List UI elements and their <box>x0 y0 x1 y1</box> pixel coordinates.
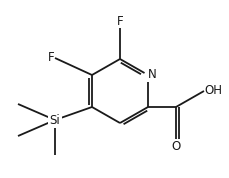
Text: Si: Si <box>49 114 60 127</box>
Text: F: F <box>116 15 123 28</box>
Text: OH: OH <box>203 85 221 98</box>
Text: O: O <box>171 140 180 153</box>
Text: F: F <box>48 51 55 64</box>
Text: N: N <box>147 69 156 82</box>
